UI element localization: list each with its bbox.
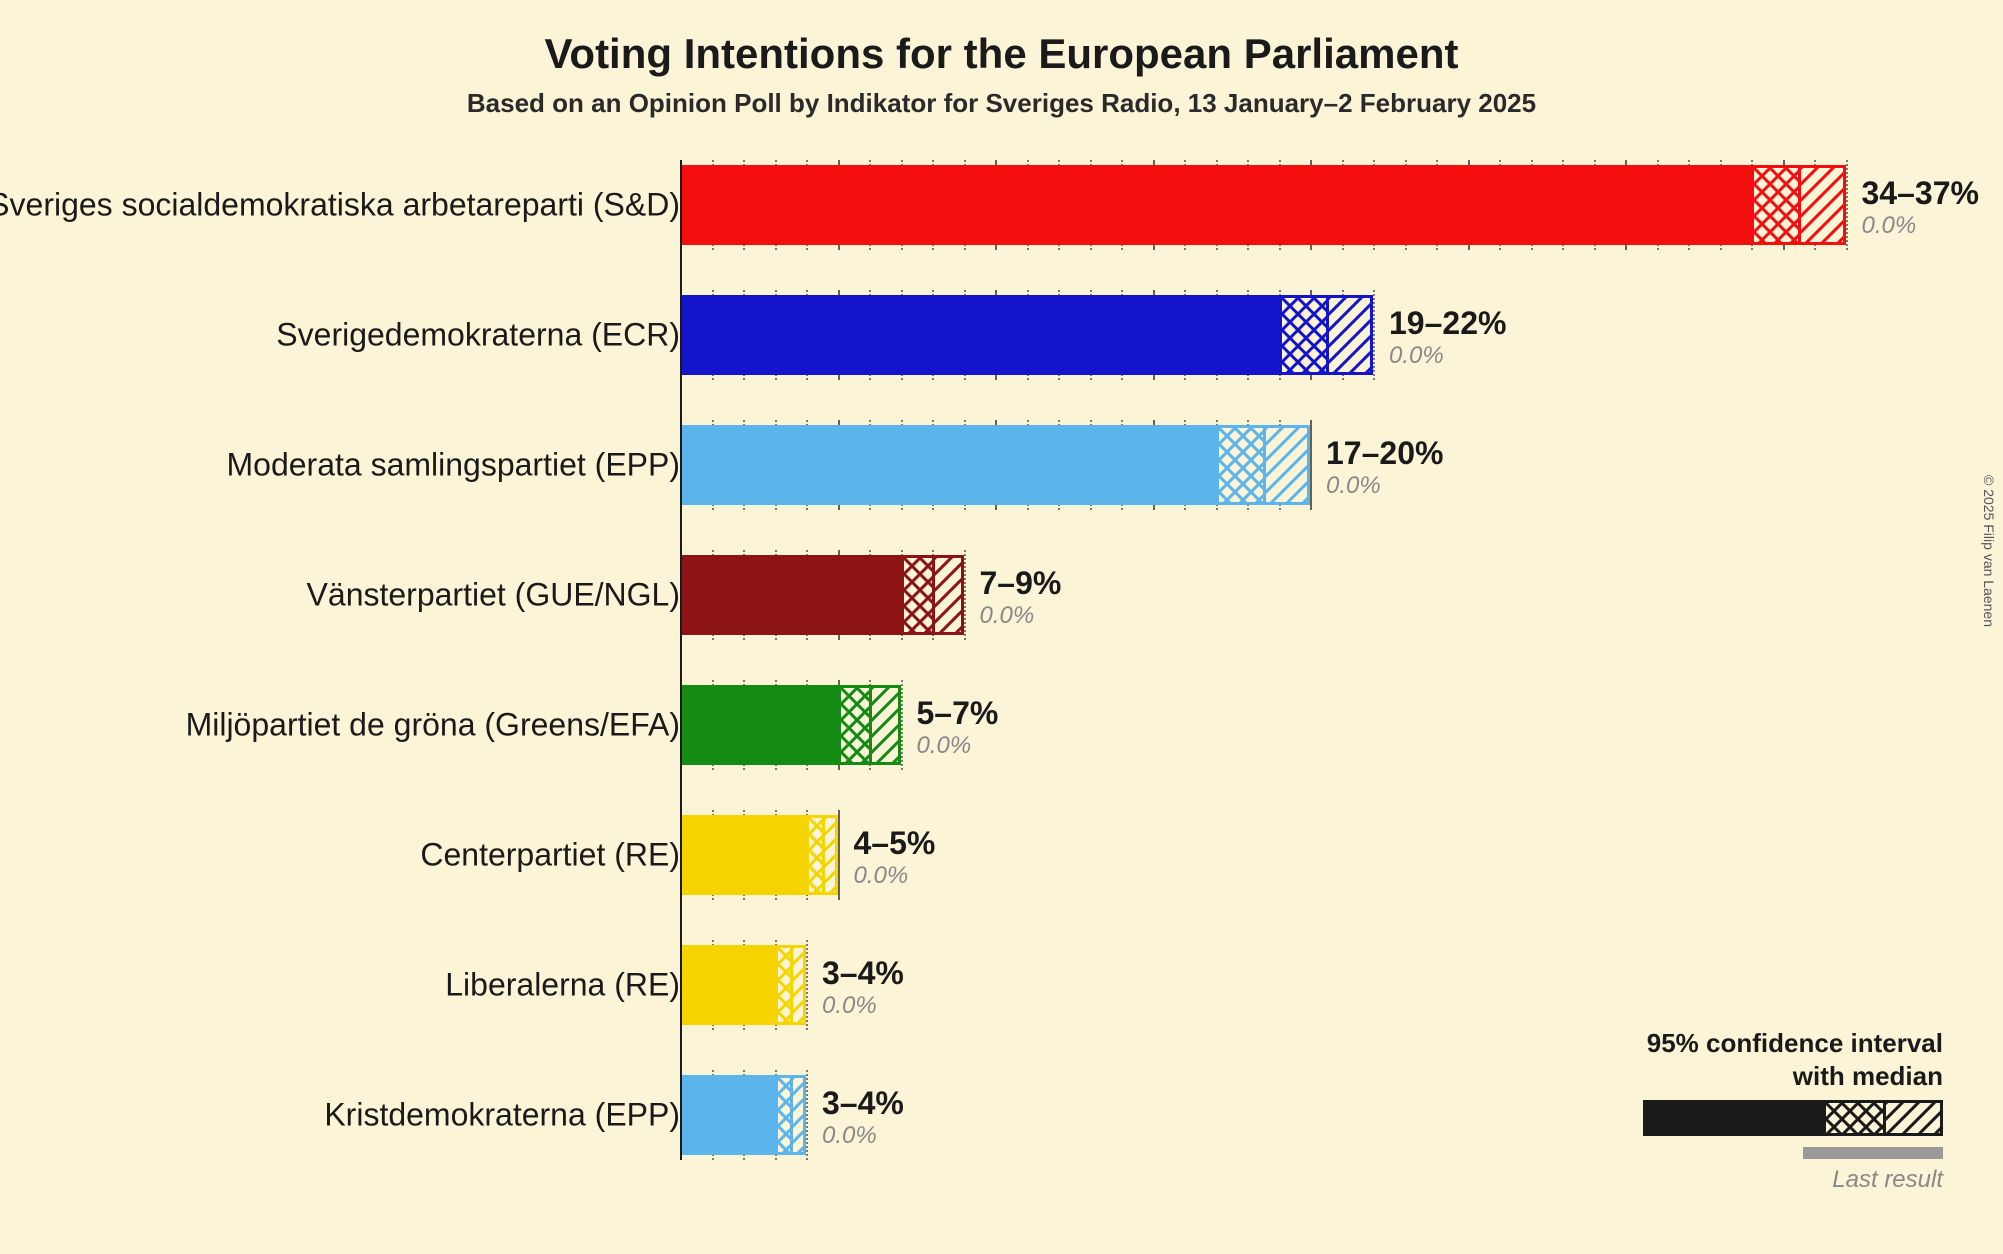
party-row: Sveriges socialdemokratiska arbetarepart… bbox=[0, 160, 2003, 250]
value-label: 19–22% bbox=[1389, 305, 1506, 342]
last-result-label: 0.0% bbox=[822, 1122, 877, 1150]
last-result-label: 0.0% bbox=[854, 862, 909, 890]
bar-crosshatch bbox=[775, 945, 791, 1025]
bar-solid bbox=[680, 555, 901, 635]
bar-crosshatch bbox=[838, 685, 870, 765]
legend: 95% confidence interval with median Last… bbox=[1643, 1027, 1943, 1194]
bar-solid bbox=[680, 815, 806, 895]
value-label: 5–7% bbox=[917, 695, 999, 732]
value-label: 7–9% bbox=[980, 565, 1062, 602]
bar-crosshatch bbox=[806, 815, 822, 895]
party-row: Centerpartiet (RE) 4–5%0.0% bbox=[0, 810, 2003, 900]
party-label: Kristdemokraterna (EPP) bbox=[324, 1097, 680, 1134]
party-label: Liberalerna (RE) bbox=[445, 967, 680, 1004]
bar-solid bbox=[680, 685, 838, 765]
party-row: Liberalerna (RE) 3–4%0.0% bbox=[0, 940, 2003, 1030]
last-result-label: 0.0% bbox=[1326, 472, 1381, 500]
bar-solid bbox=[680, 425, 1216, 505]
last-result-label: 0.0% bbox=[1862, 212, 1917, 240]
bar-diag bbox=[1798, 165, 1845, 245]
bar-crosshatch bbox=[1216, 425, 1263, 505]
bar-diag bbox=[822, 815, 838, 895]
party-label: Vänsterpartiet (GUE/NGL) bbox=[307, 577, 680, 614]
bar-crosshatch bbox=[1751, 165, 1798, 245]
legend-last-bar bbox=[1803, 1147, 1943, 1159]
value-label: 4–5% bbox=[854, 825, 936, 862]
last-result-label: 0.0% bbox=[917, 732, 972, 760]
legend-line1: 95% confidence interval bbox=[1643, 1027, 1943, 1060]
value-label: 3–4% bbox=[822, 1085, 904, 1122]
party-label: Sveriges socialdemokratiska arbetarepart… bbox=[0, 187, 680, 224]
party-row: Miljöpartiet de gröna (Greens/EFA) 5–7%0.… bbox=[0, 680, 2003, 770]
chart-title: Voting Intentions for the European Parli… bbox=[0, 30, 2003, 78]
bar-crosshatch bbox=[775, 1075, 791, 1155]
bar-crosshatch bbox=[1279, 295, 1326, 375]
party-row: Sverigedemokraterna (ECR) 19–22%0.0% bbox=[0, 290, 2003, 380]
bar-diag bbox=[932, 555, 964, 635]
party-label: Moderata samlingspartiet (EPP) bbox=[226, 447, 680, 484]
bar-crosshatch bbox=[901, 555, 933, 635]
legend-bar bbox=[1643, 1100, 1943, 1136]
legend-line2: with median bbox=[1643, 1060, 1943, 1093]
party-row: Moderata samlingspartiet (EPP) 17–20%0.0% bbox=[0, 420, 2003, 510]
party-row: Vänsterpartiet (GUE/NGL) 7–9%0.0% bbox=[0, 550, 2003, 640]
party-label: Centerpartiet (RE) bbox=[420, 837, 680, 874]
party-label: Sverigedemokraterna (ECR) bbox=[276, 317, 680, 354]
value-label: 17–20% bbox=[1326, 435, 1443, 472]
y-axis bbox=[680, 160, 682, 1160]
bar-diag bbox=[790, 1075, 806, 1155]
bar-diag bbox=[869, 685, 901, 765]
legend-last-text: Last result bbox=[1643, 1166, 1943, 1194]
bar-diag bbox=[1263, 425, 1310, 505]
bar-diag bbox=[790, 945, 806, 1025]
bar-solid bbox=[680, 1075, 775, 1155]
value-label: 34–37% bbox=[1862, 175, 1979, 212]
bar-solid bbox=[680, 945, 775, 1025]
last-result-label: 0.0% bbox=[1389, 342, 1444, 370]
value-label: 3–4% bbox=[822, 955, 904, 992]
last-result-label: 0.0% bbox=[822, 992, 877, 1020]
bar-solid bbox=[680, 165, 1751, 245]
bar-solid bbox=[680, 295, 1279, 375]
party-label: Miljöpartiet de gröna (Greens/EFA) bbox=[186, 707, 680, 744]
copyright-text: © 2025 Filip van Laenen bbox=[1981, 475, 1997, 627]
last-result-label: 0.0% bbox=[980, 602, 1035, 630]
bar-diag bbox=[1326, 295, 1373, 375]
chart-subtitle: Based on an Opinion Poll by Indikator fo… bbox=[0, 88, 2003, 119]
